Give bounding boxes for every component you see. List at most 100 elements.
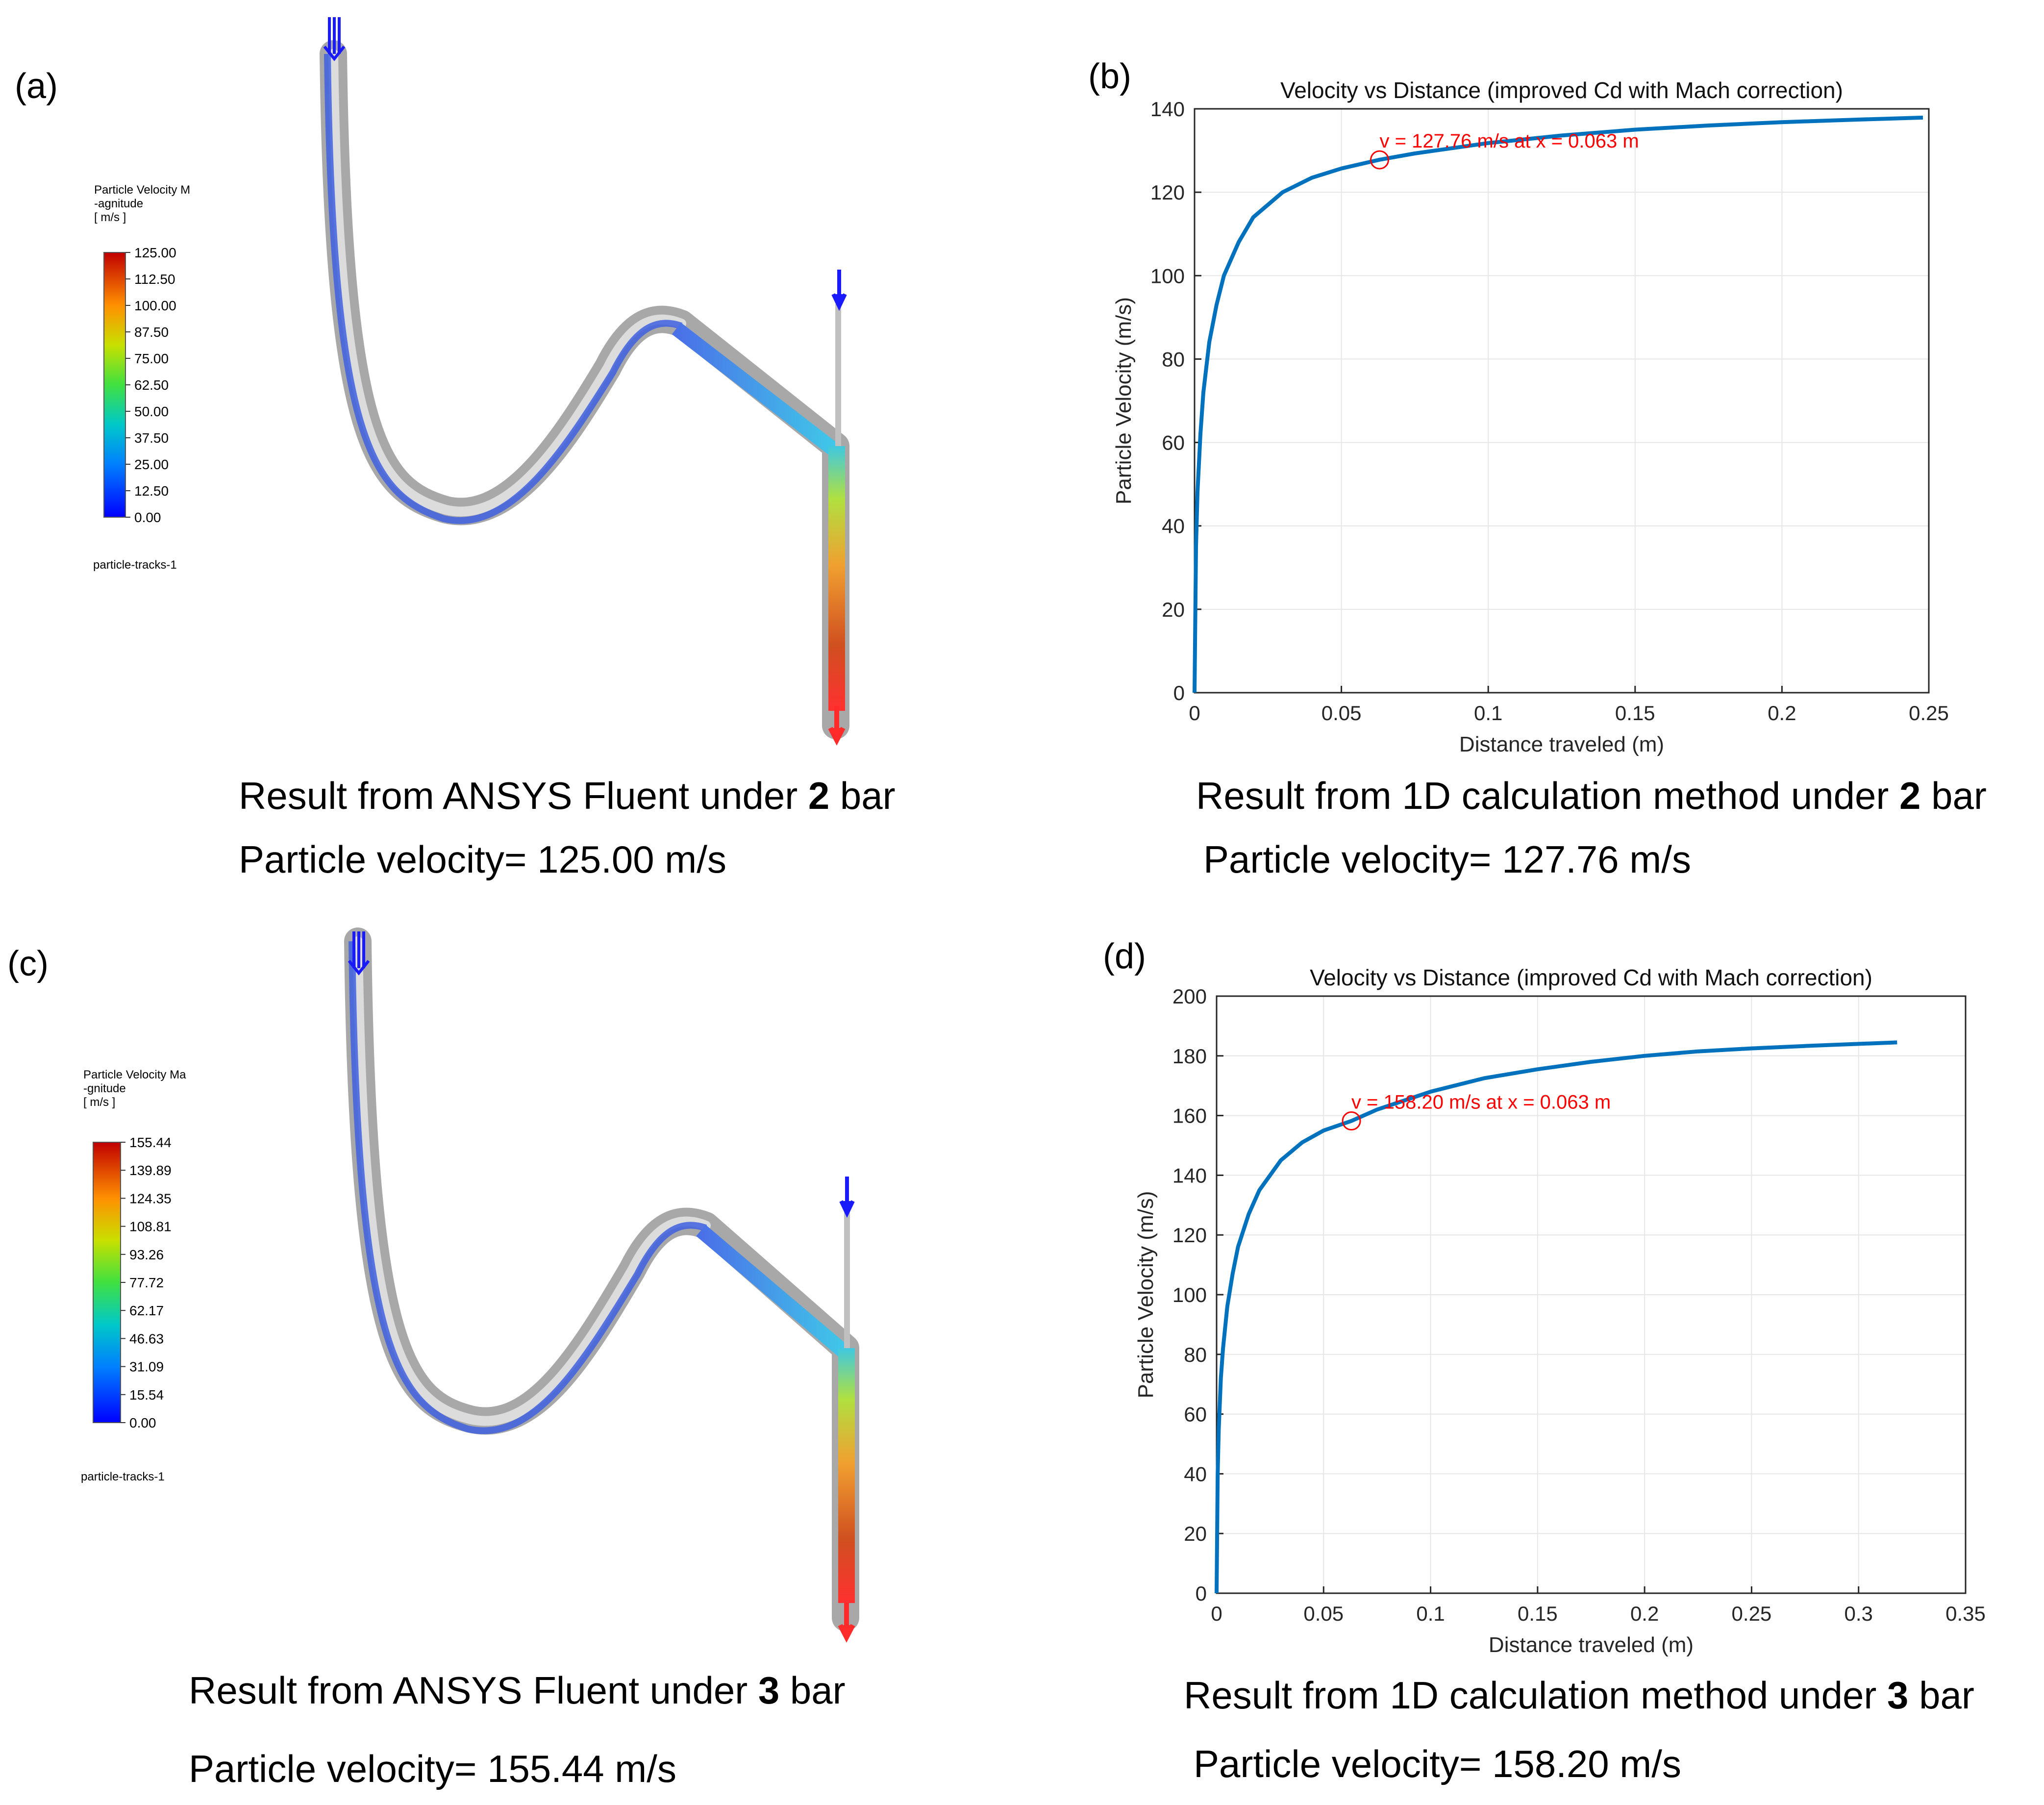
chart-b: 0 0.05 0.1 0.15 0.2 0.25 0 20 40 60 80 100 120 140 Vel… — [1112, 77, 1949, 756]
legend-c-title-line-1: Particle Velocity Ma — [83, 1068, 186, 1081]
pipe-c-inlet-stem — [844, 1211, 850, 1348]
pipe-a-inlet-stem — [835, 304, 841, 446]
legend-c-tick-label: 77.72 — [129, 1275, 164, 1290]
series-line-b-0 — [1193, 115, 1923, 693]
x-axis-label-b: Distance traveled (m) — [1459, 732, 1664, 756]
particle-tracks-a-outlet — [828, 446, 845, 711]
y-tick-label: 140 — [1172, 1164, 1207, 1187]
particle-tracks-a-diagonal — [672, 323, 841, 457]
inlet-arrow-c-top — [839, 1177, 855, 1218]
legend-c-tick-label: 108.81 — [129, 1219, 172, 1234]
legend-a-tick-label: 12.50 — [134, 483, 169, 499]
legend-c-tick-label: 0.00 — [129, 1415, 156, 1430]
y-tick-label: 100 — [1150, 264, 1185, 287]
legend-a-tick-label: 50.00 — [134, 404, 169, 419]
x-tick-label: 0.1 — [1416, 1602, 1445, 1625]
y-tick-label: 160 — [1172, 1104, 1207, 1128]
legend-c-tick-label: 139.89 — [129, 1163, 172, 1178]
chart-d: 0 0.05 0.1 0.15 0.2 0.25 0.3 0.35 0 20 40 60 80 100 12… — [1134, 965, 1986, 1657]
legend-c-tick-label: 124.35 — [129, 1191, 172, 1206]
legend-a-tick-label: 87.50 — [134, 325, 169, 340]
y-axis-label-b: Particle Velocity (m/s) — [1112, 297, 1136, 504]
panel-a: (a) Particle Velocity M -agnitude [ m/s … — [15, 17, 896, 881]
caption-a-line-1: Result from ANSYS Fluent under 2 bar — [239, 774, 896, 817]
legend-c-tick-label: 15.54 — [129, 1387, 164, 1403]
caption-a-line-2: Particle velocity= 125.00 m/s — [239, 838, 726, 881]
panel-a-color-legend: Particle Velocity M -agnitude [ m/s ] 12… — [93, 183, 190, 572]
legend-c-tick-label: 31.09 — [129, 1359, 164, 1375]
x-axis-label-d: Distance traveled (m) — [1489, 1633, 1694, 1657]
legend-a-color-bar — [103, 252, 126, 518]
inlet-arrows-a-left — [323, 17, 346, 61]
series-line-d-0 — [1215, 1040, 1897, 1594]
x-tick-label: 0.05 — [1303, 1602, 1344, 1625]
y-tick-label: 60 — [1162, 431, 1185, 454]
legend-a-tick-label: 0.00 — [134, 510, 161, 525]
panel-c-pipe-geometry — [344, 928, 859, 1643]
legend-a-tick-label: 112.50 — [134, 272, 175, 287]
plot-area-b — [1195, 109, 1929, 693]
caption-d-line-1: Result from 1D calculation method under … — [1184, 1674, 1974, 1717]
caption-c-line-1: Result from ANSYS Fluent under 3 bar — [189, 1669, 846, 1712]
y-tick-label: 200 — [1172, 985, 1207, 1008]
annotation-label-b: v = 127.76 m/s at x = 0.063 m — [1379, 130, 1639, 152]
y-tick-label: 40 — [1162, 515, 1185, 538]
y-tick-label: 0 — [1173, 681, 1185, 704]
panel-a-label: (a) — [15, 67, 58, 106]
particle-tracks-c-blue — [349, 941, 707, 1434]
legend-a-title-line-2: -agnitude — [94, 197, 143, 210]
y-tick-label: 120 — [1150, 181, 1185, 204]
y-tick-label: 40 — [1184, 1462, 1207, 1485]
x-tick-label: 0.15 — [1615, 702, 1655, 725]
inlet-arrows-c-left — [348, 931, 370, 976]
panel-c-color-legend: Particle Velocity Ma -gnitude [ m/s ] 15… — [81, 1068, 186, 1483]
caption-b-line-2: Particle velocity= 127.76 m/s — [1203, 838, 1691, 881]
y-tick-label: 180 — [1172, 1045, 1207, 1068]
panel-b-label: (b) — [1088, 57, 1131, 96]
pipe-c-highlight — [353, 936, 711, 1426]
legend-a-tick-label: 100.00 — [134, 298, 176, 313]
legend-a-tick-label: 25.00 — [134, 457, 169, 472]
legend-c-tick-label: 62.17 — [129, 1303, 164, 1318]
legend-a-title-line-1: Particle Velocity M — [94, 183, 190, 197]
particle-tracks-a-blue — [324, 53, 683, 524]
x-tick-label: 0 — [1211, 1602, 1222, 1625]
legend-a-tick-label: 75.00 — [134, 351, 169, 366]
plot-frame-b — [1194, 108, 1930, 694]
outlet-arrow-c — [838, 1603, 855, 1643]
annotation-label-d: v = 158.20 m/s at x = 0.063 m — [1351, 1092, 1611, 1113]
y-tick-label: 80 — [1162, 348, 1185, 371]
y-tick-label: 0 — [1196, 1582, 1207, 1605]
legend-c-tick-label: 46.63 — [129, 1331, 164, 1346]
x-tick-label: 0.15 — [1518, 1602, 1558, 1625]
pipe-a-highlight — [328, 49, 686, 517]
legend-a-tick-label: 125.00 — [134, 245, 176, 260]
y-tick-label: 140 — [1150, 98, 1185, 121]
chart-title-d: Velocity vs Distance (improved Cd with M… — [1310, 965, 1872, 990]
panel-d: (d) 0 0.05 0.1 0.15 0.2 0.25 0.3 0.35 0 20 40 60 80 1… — [1103, 937, 1986, 1785]
y-tick-label: 80 — [1184, 1343, 1207, 1366]
panel-c: (c) Particle Velocity Ma -gnitude [ m/s … — [7, 928, 859, 1790]
y-tick-label: 120 — [1172, 1224, 1207, 1247]
annotation-marker-d — [1342, 1111, 1361, 1131]
legend-c-tick-label: 93.26 — [129, 1247, 164, 1262]
outlet-arrow-a — [828, 706, 846, 746]
x-tick-label: 0.25 — [1909, 702, 1949, 725]
y-tick-label: 60 — [1184, 1403, 1207, 1426]
x-tick-label: 0.2 — [1630, 1602, 1659, 1625]
panel-a-pipe-geometry — [320, 17, 849, 746]
caption-c-line-2: Particle velocity= 155.44 m/s — [189, 1747, 676, 1790]
y-tick-label: 100 — [1172, 1283, 1207, 1306]
legend-c-title-line-2: -gnitude — [83, 1082, 126, 1095]
pipe-c-shell — [344, 928, 859, 1631]
caption-d-line-2: Particle velocity= 158.20 m/s — [1194, 1742, 1681, 1785]
chart-title-b: Velocity vs Distance (improved Cd with M… — [1280, 77, 1843, 103]
caption-b-line-1: Result from 1D calculation method under … — [1196, 774, 1987, 817]
panel-d-label: (d) — [1103, 937, 1146, 976]
legend-a-tick-label: 62.50 — [134, 377, 169, 393]
y-tick-label: 20 — [1184, 1522, 1207, 1545]
y-tick-label: 20 — [1162, 598, 1185, 621]
legend-a-title-line-3: [ m/s ] — [94, 211, 126, 224]
particle-tracks-c-outlet — [838, 1348, 855, 1603]
